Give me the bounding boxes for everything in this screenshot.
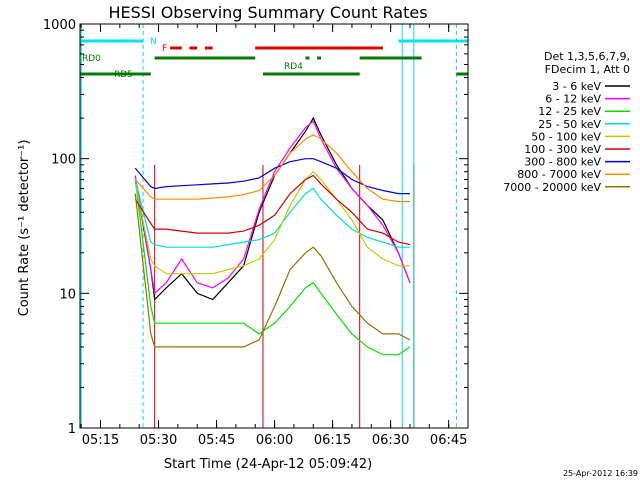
x-tick-label-0: 05:15: [82, 433, 119, 448]
state-label-rd4: RD4: [284, 62, 303, 72]
state-label-n: N: [150, 37, 157, 47]
x-tick-label-4: 06:15: [314, 433, 351, 448]
state-label-f: F: [162, 44, 167, 54]
legend: Det 1,3,5,6,7,9,FDecim 1, Att 0 3 - 6 keV…: [503, 50, 630, 194]
y-tick-label-2: 100: [51, 153, 76, 168]
x-axis-label: Start Time (24-Apr-12 05:09:42): [164, 457, 372, 472]
chart-title: HESSI Observing Summary Count Rates: [108, 3, 427, 22]
series-line-5: [134, 174, 411, 246]
legend-label-8: 7000 - 20000 keV: [503, 181, 601, 194]
x-tick-label-2: 05:45: [198, 433, 235, 448]
legend-label-2: 12 - 25 keV: [538, 105, 601, 118]
series-line-3: [134, 179, 410, 248]
x-tick-label-3: 06:00: [256, 433, 293, 448]
state-label-rd0: RD0: [82, 54, 101, 64]
series-line-2: [134, 179, 411, 356]
legend-label-4: 50 - 100 keV: [531, 130, 601, 143]
x-tick-label-5: 06:30: [372, 433, 409, 448]
series-line-1: [134, 120, 411, 295]
state-label-rd5: RD5: [114, 70, 133, 80]
series-line-8: [134, 193, 411, 348]
legend-label-6: 300 - 800 keV: [524, 156, 601, 169]
legend-label-0: 3 - 6 keV: [552, 80, 601, 93]
legend-label-5: 100 - 300 keV: [524, 143, 601, 156]
y-tick-label-1: 10: [59, 287, 76, 302]
legend-label-7: 800 - 7000 keV: [517, 168, 601, 181]
series-line-4: [134, 170, 410, 275]
timestamp: 25-Apr-2012 16:39: [563, 469, 638, 478]
plot-area: NF RD0 RD5 RD4 1 10 100 1000 05:15 05:30 05:45 06:0…: [43, 18, 469, 448]
legend-label-3: 25 - 50 keV: [538, 118, 601, 131]
x-tick-label-6: 06:45: [430, 433, 467, 448]
y-axis-label: Count Rate (s⁻¹ detector⁻¹): [17, 140, 32, 317]
series-line-0: [134, 116, 411, 301]
y-tick-label-0: 1: [68, 422, 76, 437]
series-line-6: [134, 158, 410, 195]
legend-header-1: FDecim 1, Att 0: [545, 63, 630, 76]
y-tick-label-3: 1000: [43, 18, 76, 33]
series-line-7: [134, 134, 410, 203]
x-tick-label-1: 05:30: [140, 433, 177, 448]
plot-frame: [79, 23, 469, 429]
legend-label-1: 6 - 12 keV: [545, 93, 601, 106]
legend-header-0: Det 1,3,5,6,7,9,: [544, 50, 630, 63]
